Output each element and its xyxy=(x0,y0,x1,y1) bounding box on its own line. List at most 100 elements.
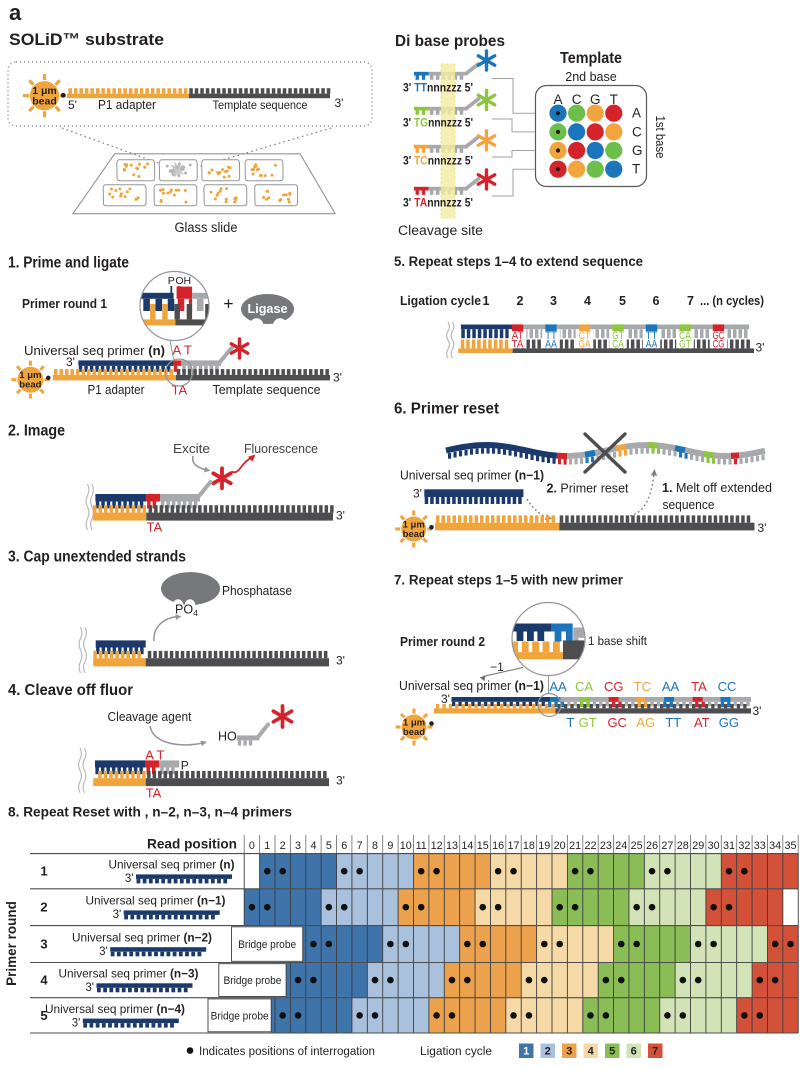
svg-text:4: 4 xyxy=(310,840,316,852)
svg-text:8. Repeat Reset with , n–2, n–: 8. Repeat Reset with , n–2, n–3, n–4 pri… xyxy=(8,804,292,820)
svg-text:Ligation cycle: Ligation cycle xyxy=(400,294,481,308)
svg-text:1: 1 xyxy=(483,294,490,308)
svg-text:7: 7 xyxy=(687,294,694,308)
svg-text:G: G xyxy=(590,92,601,107)
svg-text:P: P xyxy=(168,275,175,287)
svg-text:5: 5 xyxy=(619,294,626,308)
svg-text:33: 33 xyxy=(754,840,766,852)
svg-text:3': 3' xyxy=(125,873,134,885)
svg-text:28: 28 xyxy=(677,840,689,852)
svg-text:3' TGnnnzzz 5': 3' TGnnnzzz 5' xyxy=(403,116,473,130)
svg-text:Template sequence: Template sequence xyxy=(213,383,321,397)
svg-text:TA: TA xyxy=(691,679,707,694)
svg-text:3' TTnnnzzz 5': 3' TTnnnzzz 5' xyxy=(403,81,473,95)
svg-text:CT: CT xyxy=(579,330,591,342)
svg-text:3: 3 xyxy=(40,937,47,952)
svg-text:TA: TA xyxy=(146,786,162,801)
svg-text:Di base probes: Di base probes xyxy=(395,33,505,50)
svg-text:5: 5 xyxy=(40,1008,47,1023)
svg-text:16: 16 xyxy=(492,840,504,852)
svg-text:TA: TA xyxy=(147,520,163,535)
svg-text:5. Repeat steps 1–4 to extend: 5. Repeat steps 1–4 to extend sequence xyxy=(394,254,643,270)
svg-text:1 μm: 1 μm xyxy=(403,520,425,531)
svg-text:GA: GA xyxy=(579,339,591,351)
svg-text:Cleavage agent: Cleavage agent xyxy=(108,710,192,724)
svg-text:34: 34 xyxy=(769,840,781,852)
svg-text:Universal seq primer (n−3): Universal seq primer (n−3) xyxy=(59,967,199,981)
svg-text:Read position: Read position xyxy=(147,836,237,852)
svg-text:1st base: 1st base xyxy=(653,116,667,159)
svg-text:GC: GC xyxy=(607,715,627,730)
svg-text:SOLiD™ substrate: SOLiD™ substrate xyxy=(9,30,164,49)
svg-text:4: 4 xyxy=(40,973,48,988)
svg-text:0: 0 xyxy=(249,840,255,852)
svg-text:Ligation cycle: Ligation cycle xyxy=(420,1046,492,1058)
svg-text:CA: CA xyxy=(575,679,593,694)
svg-text:21: 21 xyxy=(569,840,581,852)
svg-text:3: 3 xyxy=(566,1046,572,1058)
svg-text:3' TAnnnzzz 5': 3' TAnnnzzz 5' xyxy=(403,196,473,210)
svg-text:A T: A T xyxy=(173,343,192,358)
svg-text:CC: CC xyxy=(718,679,737,694)
svg-text:4: 4 xyxy=(584,294,591,308)
svg-text:Template: Template xyxy=(560,50,622,67)
svg-text:3': 3' xyxy=(333,371,342,385)
svg-text:8: 8 xyxy=(372,840,378,852)
svg-text:Bridge probe: Bridge probe xyxy=(223,975,281,987)
svg-text:bead: bead xyxy=(403,529,425,540)
svg-text:C: C xyxy=(572,92,582,107)
svg-text:GT: GT xyxy=(679,339,691,351)
svg-text:3': 3' xyxy=(336,654,345,668)
svg-text:1 μm: 1 μm xyxy=(32,85,57,97)
svg-text:3': 3' xyxy=(756,341,765,355)
svg-text:P: P xyxy=(181,759,189,773)
svg-text:3': 3' xyxy=(66,355,75,369)
svg-text:27: 27 xyxy=(661,840,673,852)
svg-text:25: 25 xyxy=(631,840,643,852)
svg-text:3': 3' xyxy=(336,774,345,788)
svg-text:AG: AG xyxy=(636,715,655,730)
svg-text:2nd base: 2nd base xyxy=(565,70,616,84)
svg-text:2: 2 xyxy=(280,840,286,852)
svg-text:AA: AA xyxy=(549,679,567,694)
svg-text:+: + xyxy=(223,294,233,314)
svg-text:Indicates positions of interro: Indicates positions of interrogation xyxy=(199,1046,375,1058)
svg-text:1 μm: 1 μm xyxy=(19,370,41,381)
svg-text:35: 35 xyxy=(785,840,797,852)
svg-text:TC: TC xyxy=(634,679,651,694)
svg-text:A T: A T xyxy=(145,748,164,763)
svg-text:10: 10 xyxy=(400,840,412,852)
svg-text:P1 adapter: P1 adapter xyxy=(88,383,145,397)
svg-text:3: 3 xyxy=(550,294,557,308)
svg-text:2: 2 xyxy=(517,294,524,308)
svg-text:Bridge probe: Bridge probe xyxy=(238,939,296,951)
svg-text:4. Cleave off fluor: 4. Cleave off fluor xyxy=(8,682,133,699)
svg-text:T: T xyxy=(632,162,640,177)
svg-text:14: 14 xyxy=(461,840,473,852)
svg-text:3': 3' xyxy=(758,521,767,535)
svg-text:Universal seq primer (n−1): Universal seq primer (n−1) xyxy=(399,679,544,693)
svg-text:5: 5 xyxy=(326,840,332,852)
svg-text:2: 2 xyxy=(545,1046,551,1058)
svg-text:AA: AA xyxy=(545,339,558,351)
svg-text:6. Primer reset: 6. Primer reset xyxy=(394,401,499,418)
svg-text:TT: TT xyxy=(646,330,658,342)
svg-text:9: 9 xyxy=(387,840,393,852)
svg-text:3': 3' xyxy=(99,946,108,958)
svg-text:GG: GG xyxy=(719,715,739,730)
svg-text:2. Image: 2. Image xyxy=(8,423,65,440)
svg-text:GT: GT xyxy=(579,715,597,730)
svg-text:Template sequence: Template sequence xyxy=(213,98,308,112)
svg-text:Phosphatase: Phosphatase xyxy=(222,584,292,598)
svg-text:31: 31 xyxy=(723,840,735,852)
svg-text:Glass slide: Glass slide xyxy=(175,220,238,235)
svg-text:bead: bead xyxy=(403,727,425,738)
svg-text:1 μm: 1 μm xyxy=(403,718,425,729)
svg-text:18: 18 xyxy=(523,840,535,852)
svg-text:12: 12 xyxy=(431,840,443,852)
svg-text:Cleavage site: Cleavage site xyxy=(398,223,483,238)
svg-text:Universal seq primer (n): Universal seq primer (n) xyxy=(24,344,165,358)
svg-text:Fluorescence: Fluorescence xyxy=(244,442,318,456)
svg-text:G: G xyxy=(632,143,643,158)
svg-text:3': 3' xyxy=(753,704,762,718)
